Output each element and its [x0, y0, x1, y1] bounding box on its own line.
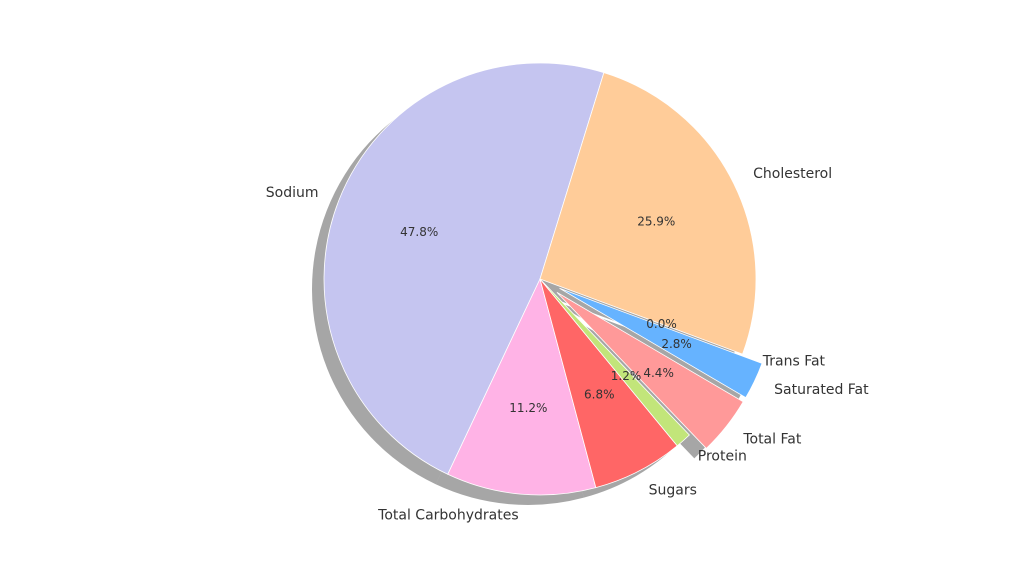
slice-percent-total-fat: 4.4% — [643, 366, 674, 380]
slice-percent-sugars: 6.8% — [584, 387, 615, 401]
slice-label-saturated-fat: Saturated Fat — [774, 382, 869, 398]
slice-percent-total-carbohydrates: 11.2% — [509, 401, 547, 415]
slice-percent-protein: 1.2% — [611, 369, 642, 383]
pie-slice-protein — [539, 278, 690, 447]
pie-slice-total-fat — [556, 292, 744, 449]
pie-slice-saturated-fat — [559, 287, 763, 399]
pie-slice-sodium — [323, 62, 605, 475]
slice-label-cholesterol: Cholesterol — [753, 166, 832, 182]
pie-slice-total-carbohydrates — [447, 277, 597, 496]
pie-slice-layer — [323, 62, 763, 496]
slice-label-sugars: Sugars — [649, 482, 697, 498]
slice-percent-cholesterol: 25.9% — [637, 215, 675, 229]
slice-label-total-fat: Total Fat — [742, 432, 801, 448]
slice-label-protein: Protein — [698, 449, 747, 465]
slice-percent-saturated-fat: 2.8% — [661, 337, 692, 351]
slice-label-trans-fat: Trans Fat — [762, 354, 826, 370]
pie-label-layer: Sodium 47.8% Total Carbohydrates 11.2% Sugar… — [266, 166, 869, 524]
slice-percent-trans-fat: 0.0% — [646, 317, 677, 331]
slice-percent-sodium: 47.8% — [400, 225, 438, 239]
pie-slice-cholesterol — [539, 72, 757, 355]
slice-label-total-carbohydrates: Total Carbohydrates — [377, 508, 519, 524]
slice-label-sodium: Sodium — [266, 185, 319, 201]
